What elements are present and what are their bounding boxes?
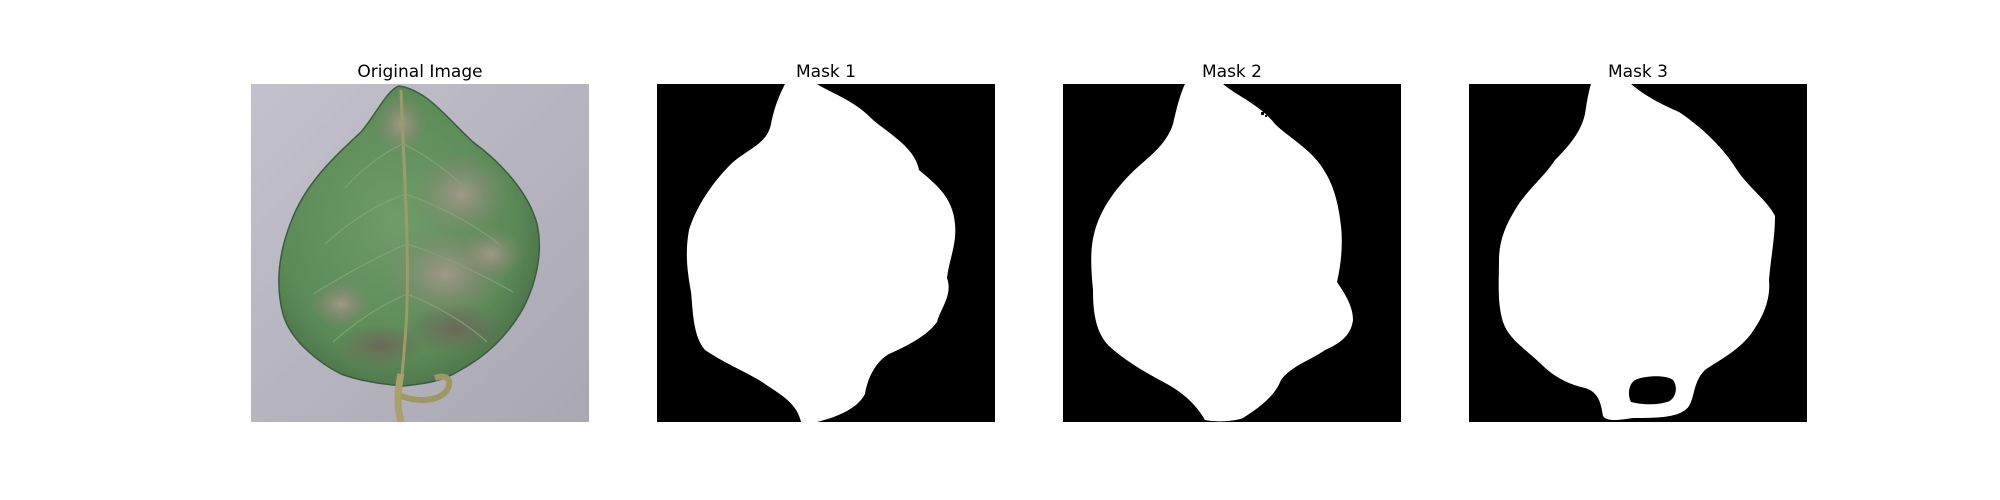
panel-title: Mask 1 <box>795 62 856 82</box>
mask-image <box>1063 84 1401 422</box>
panel-mask-1: Mask 1 <box>657 60 995 422</box>
panel-title: Mask 2 <box>1201 62 1262 82</box>
panel-title: Original Image <box>357 62 483 82</box>
mask-image <box>1469 84 1807 422</box>
mask-image <box>657 84 995 422</box>
leaf-photo <box>251 84 589 422</box>
panel-mask-3: Mask 3 <box>1469 60 1807 422</box>
panel-original-image: Original Image <box>251 60 589 422</box>
panel-title: Mask 3 <box>1607 62 1668 82</box>
panel-mask-2: Mask 2 <box>1063 60 1401 422</box>
